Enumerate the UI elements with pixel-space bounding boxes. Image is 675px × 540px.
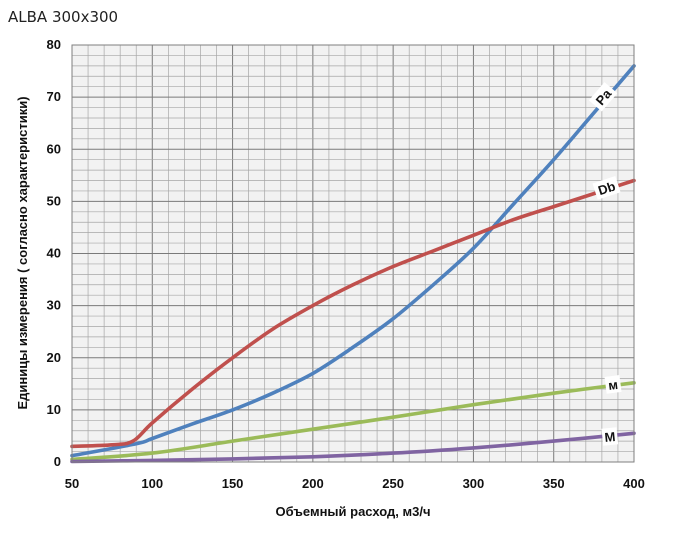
x-tick-label: 50 (65, 476, 79, 491)
series-label-background (588, 82, 618, 112)
y-tick-label: 50 (47, 193, 61, 208)
y-tick-label: 70 (47, 89, 61, 104)
series-label-group-2: Db (592, 176, 621, 200)
series-label-group-1: Pa (588, 82, 618, 112)
series-label-background (601, 427, 619, 446)
x-tick-label: 350 (543, 476, 565, 491)
series-label-2: Db (596, 178, 617, 198)
series-label-background (592, 176, 621, 200)
grid (72, 45, 634, 462)
y-tick-label: 20 (47, 350, 61, 365)
x-tick-label: 100 (141, 476, 163, 491)
series-label-background (604, 375, 622, 394)
series-label-4: M (604, 429, 616, 445)
series-label-3: м (607, 377, 618, 393)
series-label-group-4: M (601, 427, 619, 446)
series-line-2 (70, 178, 636, 449)
y-tick-label: 0 (54, 454, 61, 469)
x-tick-label: 150 (222, 476, 244, 491)
x-axis-label: Объемный расход, м3/ч (275, 504, 430, 519)
y-axis-label: Единицы измерения ( согласно характерист… (15, 96, 30, 409)
x-tick-label: 400 (623, 476, 645, 491)
y-tick-label: 60 (47, 141, 61, 156)
y-tick-label: 80 (47, 37, 61, 52)
y-tick-label: 40 (47, 246, 61, 261)
series-line-4 (70, 431, 636, 464)
series-line-1 (70, 64, 636, 458)
plot-frame (71, 44, 635, 463)
series-label-group-3: м (604, 375, 622, 394)
x-tick-label: 250 (382, 476, 404, 491)
y-tick-label: 10 (47, 402, 61, 417)
y-tick-label: 30 (47, 298, 61, 313)
x-tick-label: 300 (463, 476, 485, 491)
x-tick-label: 200 (302, 476, 324, 491)
tick-labels: 50 100 150 200 250 300 350 400 0 10 20 30 40 50 60 70 80 (47, 37, 645, 491)
series-group: Pa Db м M (70, 64, 636, 464)
chart-title: ALBA 300x300 (8, 8, 119, 26)
series-line-3 (70, 381, 636, 462)
